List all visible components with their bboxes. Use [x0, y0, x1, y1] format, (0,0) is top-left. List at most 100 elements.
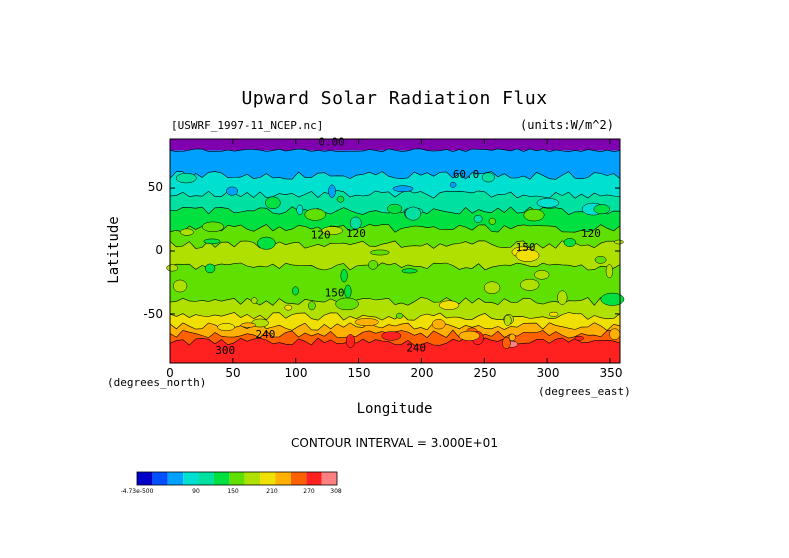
contour-patch	[257, 236, 276, 250]
y-tick-label: 0	[155, 243, 163, 257]
contour-patch	[250, 297, 258, 304]
contour-patch	[431, 319, 446, 330]
contour-patch	[488, 217, 496, 225]
colorbar-label: 308	[330, 488, 342, 495]
contour-patch	[534, 270, 550, 280]
contour-label: 120	[346, 227, 366, 240]
contour-patch	[503, 315, 512, 326]
contour-patch	[458, 330, 480, 341]
colorbar-label: 270	[303, 488, 315, 495]
colorbar-swatch	[152, 472, 168, 485]
contour-patch	[557, 290, 568, 305]
contour-label: 60.0	[453, 168, 480, 181]
contour-patch	[387, 203, 403, 214]
contour-patch	[166, 264, 179, 272]
contour-patch	[508, 333, 516, 342]
contour-patch	[296, 204, 304, 216]
colorbar-swatch	[213, 472, 230, 485]
y-tick-label: -50	[143, 307, 163, 321]
contour-patch	[203, 238, 221, 245]
contour-patch	[515, 249, 540, 262]
x-tick-label: 250	[473, 366, 497, 380]
colorbar-swatch	[306, 472, 322, 485]
x-tick-label: 0	[166, 366, 174, 380]
colorbar-label: 210	[266, 488, 278, 495]
colorbar-swatch	[198, 472, 214, 485]
contour-patch	[549, 311, 559, 317]
contour-patch	[328, 184, 336, 198]
contour-patch	[483, 281, 501, 294]
contour-patch	[240, 322, 256, 328]
contour-patch	[368, 260, 379, 270]
colorbar-swatch	[137, 472, 153, 485]
contour-patch	[172, 279, 188, 293]
contour-label: 120	[581, 227, 601, 240]
contour-patch	[226, 186, 239, 196]
contour-patch	[563, 238, 577, 247]
units-label: (units:W/m^2)	[520, 118, 614, 132]
contour-patch	[609, 328, 621, 340]
contour-patch	[449, 181, 457, 188]
colorbar-label: 90	[192, 488, 200, 495]
contour-patch	[519, 278, 540, 291]
colorbar	[136, 471, 338, 486]
colorbar-swatch	[260, 472, 276, 485]
colorbar-swatch	[321, 472, 337, 485]
colorbar-swatch	[167, 472, 184, 485]
contour-label: 240	[255, 328, 275, 341]
x-tick-label: 300	[536, 366, 560, 380]
contour-patch	[370, 249, 390, 256]
contour-patch	[335, 297, 359, 311]
contour-interval-label: CONTOUR INTERVAL = 3.000E+01	[291, 436, 498, 450]
x-unit-right-label: (degrees_east)	[538, 385, 631, 398]
contour-patch	[340, 269, 348, 283]
contour-patch	[175, 172, 197, 184]
contour-patch	[536, 198, 560, 208]
contour-patch	[605, 264, 614, 279]
contour-patch	[523, 208, 545, 222]
contour-patch	[594, 255, 607, 264]
x-tick-label: 50	[225, 366, 241, 380]
contour-patch	[204, 263, 216, 274]
contour-patch	[304, 208, 326, 221]
contour-patch	[395, 312, 404, 319]
contour-patch	[600, 292, 625, 306]
contour-label: 150	[325, 286, 345, 299]
colorbar-label: 150	[227, 488, 239, 495]
contour-patch	[284, 304, 293, 311]
x-tick-label: 150	[347, 366, 371, 380]
contour-patch	[405, 206, 422, 221]
contour-patch	[392, 185, 414, 192]
contour-label: 240	[406, 342, 426, 355]
x-axis-label: Longitude	[356, 401, 433, 417]
contour-label: 0.00	[318, 135, 345, 148]
contour-patch	[308, 301, 316, 311]
contour-patch	[502, 337, 511, 349]
contour-patch	[401, 268, 418, 274]
contour-labels: 0.00 60.0 120 120 120 150 150 240 240 300	[215, 135, 601, 357]
contour-patch	[265, 196, 281, 210]
colorbar-swatch	[290, 472, 307, 485]
file-label: [USWRF_1997-11_NCEP.nc]	[171, 119, 324, 132]
contour-patches	[166, 172, 625, 349]
contour-patch	[354, 318, 379, 327]
contour-patch	[438, 300, 460, 310]
contour-patch	[180, 228, 194, 236]
contour-label: 300	[215, 344, 235, 357]
contour-label: 120	[311, 228, 331, 241]
tick-marks	[169, 139, 620, 363]
x-tick-label: 100	[284, 366, 308, 380]
contour-patch	[292, 286, 299, 296]
contour-patch	[349, 216, 362, 230]
contour-bands	[169, 139, 621, 364]
colorbar-swatch	[275, 472, 291, 485]
contour-label: 150	[516, 241, 536, 254]
contour-patch	[201, 221, 225, 232]
contour-patch	[614, 239, 624, 245]
colorbar-frame	[136, 471, 338, 486]
colorbar-swatch	[183, 472, 199, 485]
contour-patch	[321, 226, 343, 235]
contour-patch	[344, 284, 352, 299]
contour-patch	[217, 323, 235, 332]
